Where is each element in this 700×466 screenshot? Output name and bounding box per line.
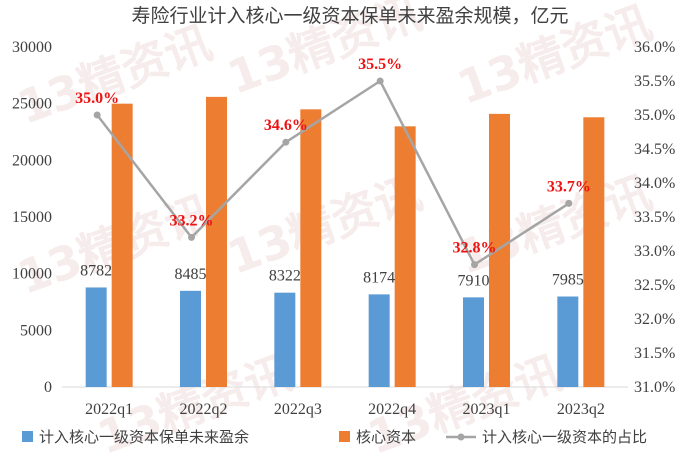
left-axis: 0 5000 10000 15000 20000 25000 30000 bbox=[12, 39, 52, 396]
ratio-value-label: 35.0% bbox=[75, 90, 119, 107]
left-tick-label: 10000 bbox=[12, 266, 52, 283]
category-label: 2022q1 bbox=[85, 401, 133, 418]
watermark-layer: 13精资讯13精资讯13精资讯13精资讯13精资讯13精资讯13精资讯13精资讯 bbox=[10, 0, 658, 465]
ratio-point-2022q4 bbox=[376, 77, 384, 85]
category-label: 2023q2 bbox=[557, 401, 605, 418]
ratio-point-2023q2 bbox=[565, 199, 573, 207]
category-label: 2022q4 bbox=[368, 401, 416, 418]
category-label: 2022q2 bbox=[180, 401, 228, 418]
surplus-bar-2022q4 bbox=[368, 294, 390, 387]
legend-swatch-core-capital bbox=[339, 431, 350, 442]
legend: 计入核心一级资本保单未来盈余 核心资本 计入核心一级资本的占比 bbox=[22, 428, 647, 446]
right-tick-label: 33.5% bbox=[634, 209, 675, 226]
ratio-value-label: 32.8% bbox=[453, 240, 497, 257]
left-tick-label: 0 bbox=[44, 379, 52, 396]
ratio-value-label: 33.7% bbox=[547, 178, 591, 195]
right-tick-label: 32.0% bbox=[634, 311, 675, 328]
right-tick-label: 35.5% bbox=[634, 73, 675, 90]
core-capital-bar-2023q2 bbox=[583, 117, 605, 388]
surplus-value-label: 8322 bbox=[269, 268, 301, 285]
ratio-point-2023q1 bbox=[471, 261, 478, 269]
right-tick-label: 31.5% bbox=[634, 345, 675, 362]
surplus-value-label: 8782 bbox=[80, 262, 112, 279]
chart-title: 寿险行业计入核心一级资本保单未来盈余规模，亿元 bbox=[131, 5, 568, 27]
core-capital-bar-2022q1 bbox=[111, 103, 133, 388]
core-capital-bar-2023q1 bbox=[489, 113, 510, 387]
right-tick-label: 34.0% bbox=[634, 175, 675, 192]
data-labels: 8782 8485 8322 8174 7910 7985 35.0% 33.2% 34.6% 3… bbox=[75, 56, 591, 289]
surplus-bar-2022q1 bbox=[85, 287, 107, 387]
right-tick-label: 36.0% bbox=[634, 39, 675, 56]
right-tick-label: 35.0% bbox=[634, 107, 675, 124]
ratio-line-series bbox=[93, 77, 573, 269]
bars bbox=[85, 96, 605, 388]
legend-swatch-surplus bbox=[22, 431, 33, 442]
left-tick-label: 30000 bbox=[12, 39, 52, 56]
ratio-value-label: 34.6% bbox=[264, 117, 308, 134]
surplus-bar-2023q2 bbox=[557, 296, 579, 387]
surplus-bar-2022q3 bbox=[274, 292, 296, 387]
left-tick-label: 5000 bbox=[20, 322, 52, 339]
ratio-value-label: 35.5% bbox=[358, 56, 402, 73]
left-tick-label: 15000 bbox=[12, 209, 52, 226]
surplus-value-label: 8485 bbox=[175, 266, 207, 283]
left-tick-label: 25000 bbox=[12, 96, 52, 113]
left-tick-label: 20000 bbox=[12, 152, 52, 169]
surplus-value-label: 7910 bbox=[458, 272, 490, 289]
ratio-line bbox=[96, 79, 570, 267]
surplus-bar-2022q2 bbox=[180, 290, 201, 387]
right-tick-label: 31.0% bbox=[634, 379, 675, 396]
category-label: 2022q3 bbox=[274, 401, 322, 418]
surplus-value-label: 8174 bbox=[363, 269, 395, 286]
category-axis-labels: 2022q1 2022q2 2022q3 2022q4 2023q1 2023q2 bbox=[85, 401, 605, 418]
ratio-point-2022q1 bbox=[93, 111, 101, 119]
legend-label-ratio: 计入核心一级资本的占比 bbox=[482, 428, 647, 446]
ratio-point-2022q2 bbox=[188, 233, 195, 241]
ratio-value-label: 33.2% bbox=[170, 212, 214, 229]
legend-marker-ratio bbox=[457, 433, 465, 441]
surplus-bar-2023q1 bbox=[463, 297, 484, 387]
category-label: 2023q1 bbox=[463, 401, 511, 418]
right-tick-label: 34.5% bbox=[634, 141, 675, 158]
core-capital-bar-2022q4 bbox=[394, 126, 416, 387]
legend-label-surplus: 计入核心一级资本保单未来盈余 bbox=[39, 428, 249, 446]
core-capital-bar-2022q3 bbox=[300, 109, 322, 387]
right-tick-label: 32.5% bbox=[634, 277, 675, 294]
right-tick-label: 33.0% bbox=[634, 243, 675, 260]
legend-label-core-capital: 核心资本 bbox=[356, 428, 416, 446]
core-capital-bar-2022q2 bbox=[206, 96, 227, 387]
ratio-point-2022q3 bbox=[282, 138, 290, 146]
right-axis: 31.0% 31.5% 32.0% 32.5% 33.0% 33.5% 34.0% 34.5%… bbox=[634, 39, 675, 396]
surplus-value-label: 7985 bbox=[552, 272, 584, 289]
